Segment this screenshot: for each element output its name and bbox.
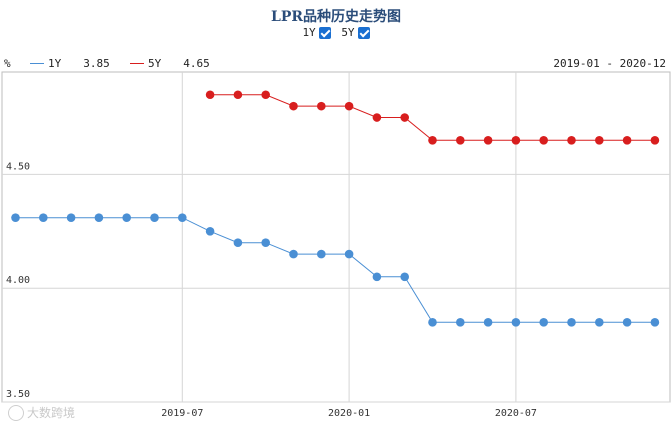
data-point-1y xyxy=(233,238,243,247)
data-point-1y xyxy=(11,213,20,222)
toggle-1y[interactable]: 1Y xyxy=(302,26,331,39)
data-point-1y xyxy=(289,249,298,259)
data-point-1y xyxy=(483,318,493,327)
data-point-1y xyxy=(94,213,104,222)
data-point-5y xyxy=(289,101,298,111)
legend-1y: 1Y 3.85 xyxy=(30,57,110,70)
legend-1y-value: 3.85 xyxy=(83,57,110,70)
checkbox-checked-icon[interactable] xyxy=(357,26,370,39)
y-tick-label: 4.00 xyxy=(6,275,30,286)
data-point-5y xyxy=(261,90,271,100)
data-point-5y xyxy=(622,135,632,145)
y-tick-label: 4.50 xyxy=(6,161,30,172)
legend-5y-name: 5Y xyxy=(148,57,162,70)
data-point-5y xyxy=(233,90,243,100)
data-point-1y xyxy=(428,318,437,327)
data-point-1y xyxy=(150,213,159,222)
toggle-1y-label: 1Y xyxy=(302,26,316,39)
data-point-1y xyxy=(456,318,465,327)
legend-1y-name: 1Y xyxy=(48,57,62,70)
data-point-5y xyxy=(511,135,521,145)
date-range: 2019-01 - 2020-12 xyxy=(553,57,666,70)
data-point-1y xyxy=(66,213,76,222)
checkbox-checked-icon[interactable] xyxy=(318,26,331,39)
series-line-5y xyxy=(210,94,655,141)
data-point-1y xyxy=(622,318,632,327)
legend-5y: 5Y 4.65 xyxy=(130,57,210,70)
data-point-1y xyxy=(344,249,354,259)
data-point-1y xyxy=(122,213,131,222)
data-point-5y xyxy=(483,135,493,145)
x-tick-label: 2020-07 xyxy=(495,408,537,419)
watermark-text: 大数跨境 xyxy=(27,406,76,420)
data-point-5y xyxy=(567,135,576,145)
x-tick-label: 2019-07 xyxy=(161,408,203,419)
data-point-1y xyxy=(400,272,410,282)
data-point-1y xyxy=(205,227,215,236)
data-point-5y xyxy=(456,135,465,145)
toggle-5y-label: 5Y xyxy=(341,26,355,39)
y-tick-label: 3.50 xyxy=(6,389,30,400)
legend-line-5y-icon xyxy=(130,63,144,64)
toggle-5y[interactable]: 5Y xyxy=(341,26,370,39)
data-point-1y xyxy=(372,272,382,282)
data-point-5y xyxy=(317,101,326,111)
data-point-1y xyxy=(567,318,576,327)
data-point-1y xyxy=(595,318,604,327)
data-point-1y xyxy=(650,318,660,327)
data-point-5y xyxy=(428,135,437,145)
series-toggles: 1Y 5Y xyxy=(0,26,672,39)
data-point-5y xyxy=(595,135,604,145)
data-point-1y xyxy=(539,318,548,327)
data-point-1y xyxy=(178,213,187,222)
data-point-5y xyxy=(344,101,354,111)
legend-line-1y-icon xyxy=(30,63,44,64)
series-line-1y xyxy=(15,217,655,323)
chart-title: LPR品种历史走势图 xyxy=(270,9,401,25)
watermark: 大数跨境 xyxy=(8,404,75,421)
data-point-5y xyxy=(372,113,382,122)
plot-frame xyxy=(1,71,671,403)
x-tick-label: 2020-01 xyxy=(328,408,370,419)
data-point-1y xyxy=(39,213,48,222)
data-point-5y xyxy=(539,135,548,145)
data-point-5y xyxy=(400,113,410,122)
legend-5y-value: 4.65 xyxy=(183,57,210,70)
data-point-1y xyxy=(317,249,326,259)
data-point-1y xyxy=(261,238,271,247)
data-point-1y xyxy=(511,318,521,327)
data-point-5y xyxy=(205,90,215,100)
data-point-5y xyxy=(650,135,660,145)
watermark-logo-icon xyxy=(8,404,24,421)
y-unit-label: % xyxy=(4,57,11,70)
